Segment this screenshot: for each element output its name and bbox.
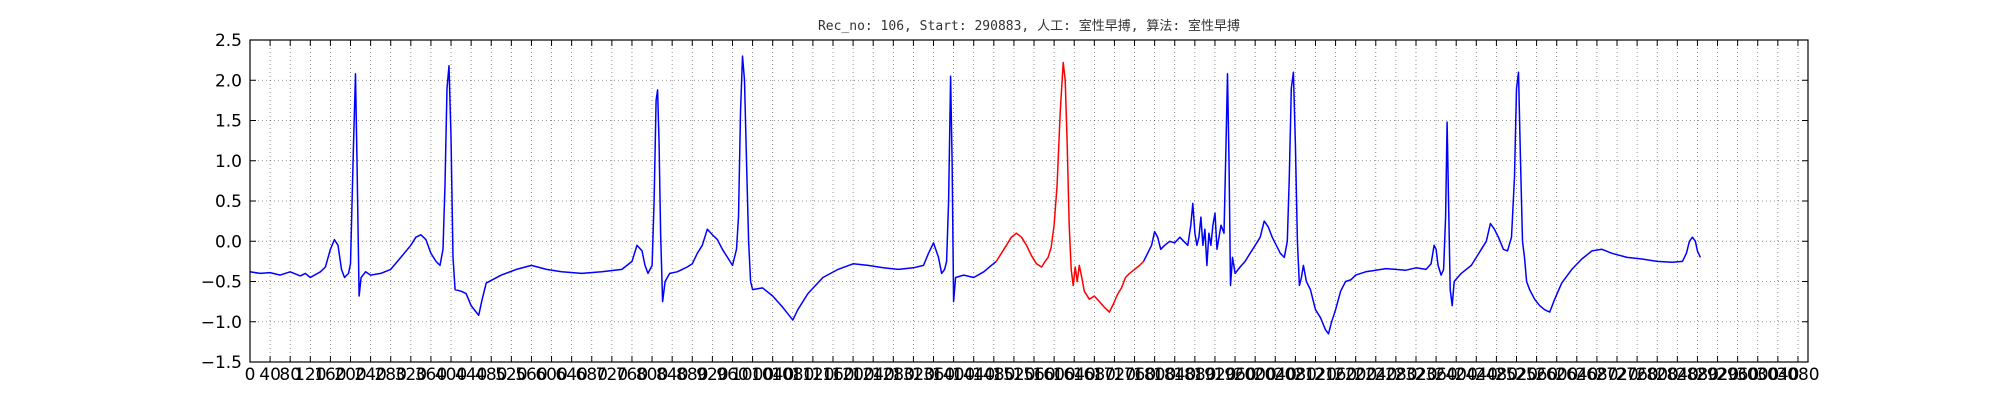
series-layer	[249, 55, 1702, 335]
x-tick-label: 320	[395, 365, 427, 385]
series-line-3	[1142, 71, 1702, 335]
x-tick-label: 2040	[1254, 365, 1297, 385]
x-tick-label: 1120	[791, 365, 834, 385]
y-tick-label: −1.5	[201, 353, 242, 373]
x-tick-label: 720	[596, 365, 628, 385]
x-tick-label: 1240	[852, 365, 895, 385]
x-tick-label: 800	[636, 365, 668, 385]
x-tick-label: 960	[716, 365, 748, 385]
x-tick-label: 1440	[952, 365, 995, 385]
x-tick-label: 2080	[1274, 365, 1317, 385]
x-tick-label: 2200	[1334, 365, 1377, 385]
x-tick-label: 2680	[1575, 365, 1618, 385]
x-tick-label: 160	[314, 365, 346, 385]
x-tick-label: 200	[334, 365, 366, 385]
x-tick-label: 80	[279, 365, 301, 385]
x-tick-label: 640	[555, 365, 587, 385]
y-tick-label: 2.5	[215, 31, 242, 51]
x-tick-label: 1880	[1173, 365, 1216, 385]
x-tick-label: 1640	[1053, 365, 1096, 385]
x-tick-label: 1680	[1073, 365, 1116, 385]
x-tick-label: 1200	[831, 365, 874, 385]
x-tick-label: 560	[515, 365, 547, 385]
x-tick-label: 2960	[1716, 365, 1759, 385]
x-axis: 0 408012016020024028032036040044048052056…	[245, 40, 1820, 385]
x-tick-label: 3040	[1756, 365, 1799, 385]
y-tick-label: 1.0	[215, 152, 242, 172]
x-tick-label: 1520	[992, 365, 1035, 385]
x-tick-label: 1000	[731, 365, 774, 385]
series-line-2	[995, 61, 1145, 313]
x-tick-label: 40	[259, 365, 281, 385]
x-tick-label: 2520	[1495, 365, 1538, 385]
x-tick-label: 0	[245, 365, 256, 385]
x-tick-label: 2480	[1475, 365, 1518, 385]
x-tick-label: 1280	[872, 365, 915, 385]
x-tick-label: 520	[495, 365, 527, 385]
x-tick-label: 2800	[1636, 365, 1679, 385]
x-tick-label: 2560	[1515, 365, 1558, 385]
x-tick-label: 3000	[1736, 365, 1779, 385]
x-tick-label: 1600	[1032, 365, 1075, 385]
x-tick-label: 2400	[1435, 365, 1478, 385]
grid	[250, 40, 1808, 362]
y-tick-label: 0.0	[215, 232, 242, 252]
y-tick-label: 1.5	[215, 112, 242, 132]
x-tick-label: 400	[435, 365, 467, 385]
y-tick-label: −1.0	[201, 313, 242, 333]
chart-title: Rec_no: 106, Start: 290883, 人工: 室性早搏, 算法…	[818, 18, 1240, 34]
x-tick-label: 2640	[1555, 365, 1598, 385]
x-tick-label: 2320	[1394, 365, 1437, 385]
x-tick-label: 2000	[1234, 365, 1277, 385]
x-tick-label: 1480	[972, 365, 1015, 385]
x-tick-label: 1400	[932, 365, 975, 385]
x-tick-label: 1160	[811, 365, 854, 385]
series-line-1	[249, 55, 997, 321]
y-tick-label: 0.5	[215, 192, 242, 212]
x-tick-label: 2360	[1414, 365, 1457, 385]
x-tick-label: 1360	[912, 365, 955, 385]
y-tick-label: −0.5	[201, 273, 242, 293]
x-tick-label: 600	[535, 365, 567, 385]
x-tick-label: 1720	[1093, 365, 1136, 385]
x-tick-label: 1760	[1113, 365, 1156, 385]
x-tick-label: 2600	[1535, 365, 1578, 385]
x-tick-label: 680	[576, 365, 608, 385]
x-tick-label: 2160	[1314, 365, 1357, 385]
x-tick-label: 2280	[1374, 365, 1417, 385]
x-tick-label: 2760	[1615, 365, 1658, 385]
x-tick-label: 840	[656, 365, 688, 385]
y-tick-label: 2.0	[215, 71, 242, 91]
x-tick-label: 1560	[1012, 365, 1055, 385]
x-tick-label: 360	[415, 365, 447, 385]
x-tick-label: 2840	[1656, 365, 1699, 385]
x-tick-label: 2240	[1354, 365, 1397, 385]
x-tick-label: 2120	[1294, 365, 1337, 385]
x-tick-label: 880	[676, 365, 708, 385]
y-axis: −1.5 −1.0 −0.5 0.0 0.5 1.0 1.5 2.0 2.5	[201, 31, 1808, 373]
x-tick-label: 920	[696, 365, 728, 385]
x-tick-label: 440	[455, 365, 487, 385]
x-tick-label: 240	[354, 365, 386, 385]
x-tick-label: 3080	[1776, 365, 1819, 385]
x-tick-label: 760	[616, 365, 648, 385]
x-tick-label: 2880	[1676, 365, 1719, 385]
x-tick-label: 2920	[1696, 365, 1739, 385]
x-tick-label: 120	[294, 365, 326, 385]
x-tick-label: 1960	[1213, 365, 1256, 385]
x-tick-label: 1080	[771, 365, 814, 385]
x-tick-label: 1040	[751, 365, 794, 385]
x-tick-label: 2720	[1595, 365, 1638, 385]
x-tick-label: 280	[374, 365, 406, 385]
x-tick-label: 480	[475, 365, 507, 385]
x-tick-label: 1800	[1133, 365, 1176, 385]
x-tick-label: 2440	[1455, 365, 1498, 385]
x-tick-label: 1840	[1153, 365, 1196, 385]
x-tick-label: 1920	[1193, 365, 1236, 385]
x-tick-label: 1320	[892, 365, 935, 385]
